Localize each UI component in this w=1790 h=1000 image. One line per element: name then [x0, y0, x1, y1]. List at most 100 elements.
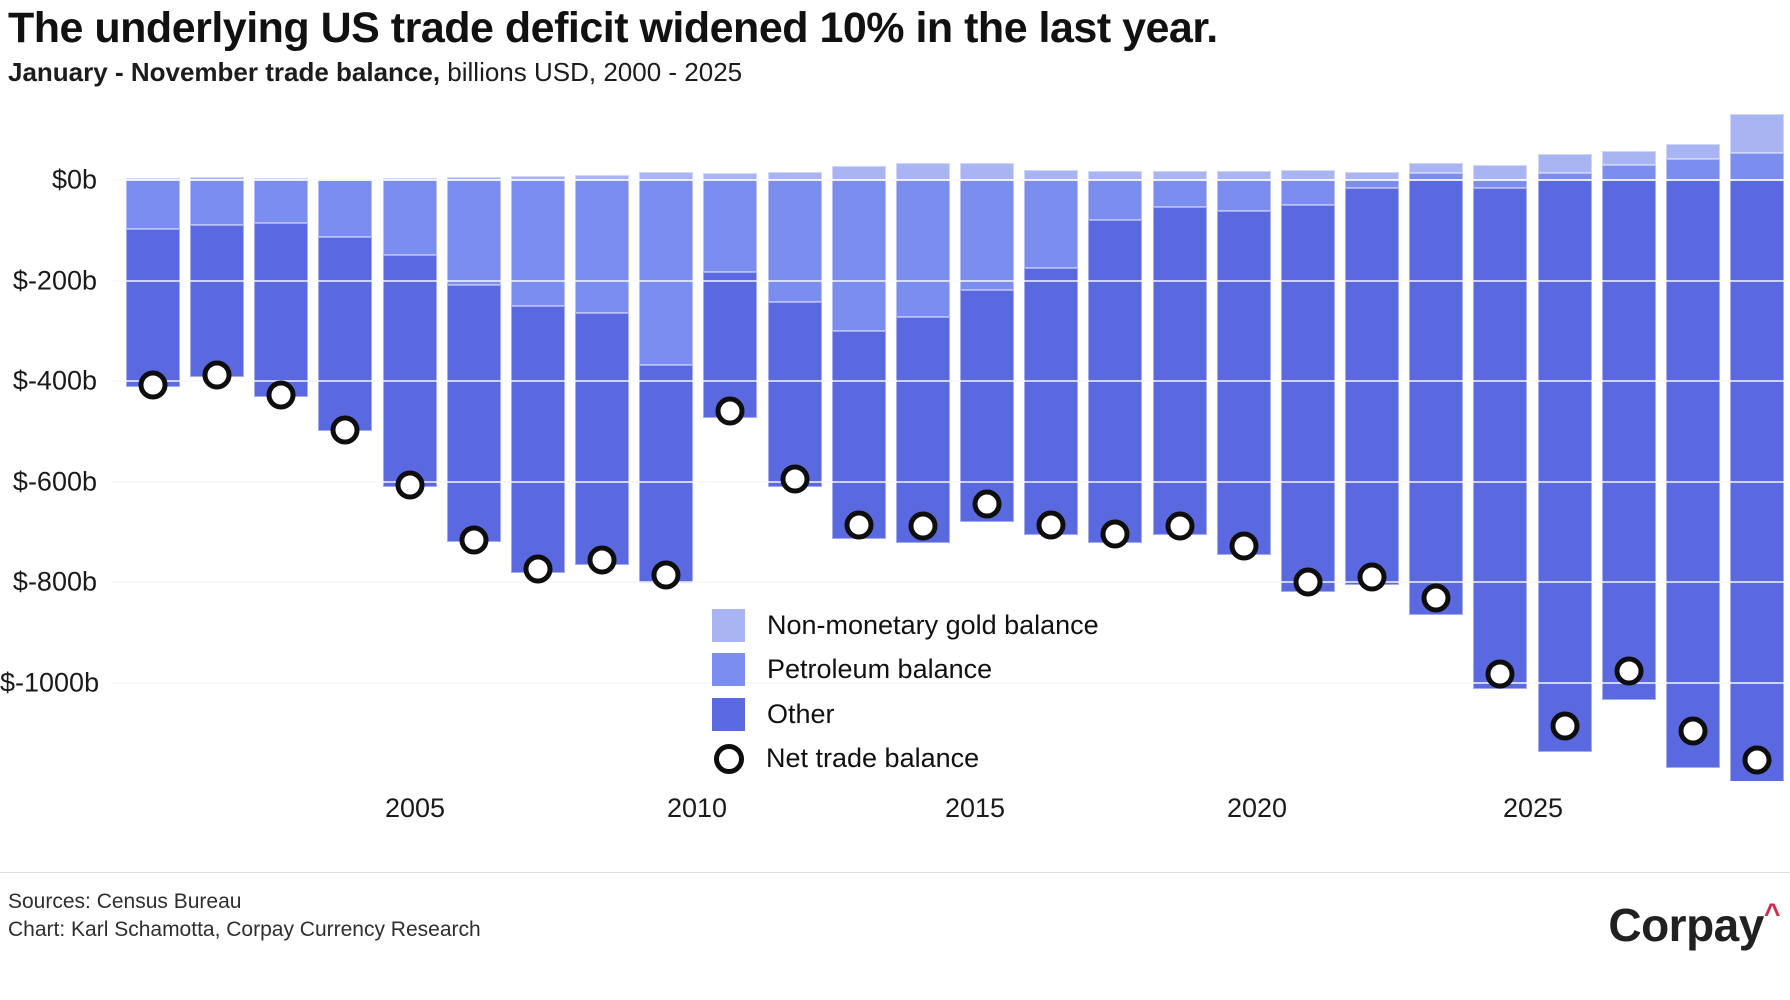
bar-segment-petroleum-2003	[318, 180, 373, 237]
bar-segment-petroleum-2004	[382, 180, 437, 255]
y-axis-label: $-400b	[12, 365, 97, 396]
legend-swatch-gold	[712, 608, 745, 642]
bar-segment-petroleum-2016	[1152, 180, 1207, 208]
legend-row: Petroleum balance	[712, 653, 992, 687]
legend-swatch-other	[712, 697, 745, 731]
bar-segment-petroleum-2013	[960, 180, 1015, 291]
bar-segment-gold-2011	[831, 165, 886, 180]
bar-segment-other-2018	[1280, 205, 1335, 592]
net-trade-balance-marker-2005	[459, 525, 489, 555]
bar-segment-other-2003	[318, 236, 373, 431]
plot-area: $0b $-200b $-400b $-600b $-800b $-1000b	[0, 114, 1788, 781]
bar-segment-other-2021	[1473, 187, 1528, 690]
bar-segment-gold-2025	[1730, 114, 1784, 154]
bar-segment-other-2022	[1537, 180, 1592, 753]
legend-label: Net trade balance	[766, 743, 980, 774]
y-axis-label: $-1000b	[0, 667, 100, 698]
corpay-logo-text: Corpay	[1608, 899, 1764, 951]
gridline-overlay	[112, 380, 1788, 383]
net-trade-balance-marker-2017	[1229, 531, 1259, 561]
y-axis-label: $-800b	[12, 566, 97, 597]
bar-segment-gold-2024	[1665, 143, 1720, 159]
net-trade-balance-marker-2007	[587, 545, 617, 575]
bar-segment-petroleum-2010	[767, 180, 822, 303]
bar-segment-other-2012	[895, 316, 950, 544]
gridline-overlay	[112, 682, 1788, 684]
bar-segment-other-2014	[1024, 268, 1079, 536]
chart-subtitle-rest: billions USD, 2000 - 2025	[440, 57, 743, 87]
bar-segment-gold-2023	[1601, 150, 1656, 165]
bar-segment-other-2000	[126, 229, 180, 388]
bar-segment-other-2019	[1345, 188, 1400, 585]
x-axis-label: 2015	[944, 793, 1006, 823]
net-trade-balance-marker-2001	[202, 360, 232, 390]
net-trade-balance-marker-2018	[1293, 567, 1323, 597]
y-axis-label: $-600b	[12, 466, 97, 497]
bar-segment-other-2013	[960, 290, 1015, 522]
gridline-overlay	[112, 581, 1788, 584]
net-trade-balance-marker-2019	[1357, 562, 1387, 592]
bar-segment-petroleum-2014	[1024, 180, 1079, 269]
bar-segment-petroleum-2008	[639, 180, 694, 366]
bar-segment-other-2017	[1216, 211, 1271, 556]
gridline-overlay	[112, 279, 1788, 282]
corpay-logo: Corpay^	[1608, 898, 1780, 952]
x-axis-label: 2010	[666, 793, 728, 823]
net-trade-balance-marker-2024	[1678, 716, 1708, 746]
bar-segment-petroleum-2009	[703, 180, 758, 273]
net-trade-balance-marker-2022	[1550, 711, 1580, 741]
bar-segment-petroleum-2024	[1665, 158, 1720, 180]
legend-label: Other	[767, 698, 835, 729]
legend-row: Other	[712, 697, 835, 731]
bar-segment-petroleum-2019	[1345, 180, 1400, 189]
bar-segment-petroleum-2001	[190, 180, 245, 225]
bar-segment-petroleum-2023	[1601, 164, 1656, 180]
chart-subtitle-bold: January - November trade balance,	[8, 57, 441, 87]
bar-segment-petroleum-2021	[1473, 180, 1528, 188]
bar-segment-other-2016	[1152, 207, 1207, 536]
footer-divider	[0, 872, 1790, 873]
net-trade-balance-marker-2016	[1165, 511, 1195, 541]
net-trade-balance-marker-2008	[651, 560, 681, 590]
bar-segment-other-2001	[190, 224, 245, 378]
x-axis-label: 2020	[1226, 793, 1288, 823]
bar-segment-other-2005	[446, 285, 501, 543]
bar-segment-other-2008	[639, 365, 694, 583]
bar-segment-gold-2022	[1537, 153, 1592, 173]
net-trade-balance-marker-2002	[266, 380, 296, 410]
net-trade-balance-marker-2009	[715, 396, 745, 426]
net-trade-balance-marker-2004	[395, 470, 425, 500]
bar-segment-other-2011	[831, 330, 886, 539]
bar-segment-petroleum-2017	[1216, 180, 1271, 212]
bar-segment-gold-2020	[1409, 162, 1464, 173]
net-trade-balance-marker-2011	[844, 510, 874, 540]
bar-segment-other-2006	[510, 305, 565, 573]
bar-segment-other-2010	[767, 302, 822, 487]
bar-segment-other-2020	[1409, 180, 1464, 616]
bar-segment-other-2002	[254, 222, 309, 397]
net-trade-balance-marker-2012	[908, 511, 938, 541]
source-line: Sources: Census Bureau	[8, 890, 242, 913]
bar-segment-gold-2012	[895, 162, 950, 180]
net-trade-balance-marker-2025	[1742, 745, 1772, 775]
net-trade-balance-marker-2021	[1485, 659, 1515, 689]
gridline-overlay	[112, 480, 1788, 483]
bar-segment-petroleum-2007	[575, 180, 630, 313]
bar-segment-petroleum-2006	[510, 180, 565, 306]
net-trade-balance-marker-2020	[1421, 583, 1451, 613]
legend-label: Non-monetary gold balance	[767, 609, 1099, 640]
legend-swatch-petroleum	[712, 653, 745, 687]
bar-segment-gold-2013	[960, 162, 1015, 180]
bar-segment-petroleum-2005	[446, 180, 501, 286]
credit-line: Chart: Karl Schamotta, Corpay Currency R…	[8, 918, 481, 941]
legend-net-trade-balance-icon	[714, 743, 744, 774]
bar-segment-petroleum-2015	[1088, 180, 1143, 221]
x-axis-label: 2005	[384, 793, 446, 823]
net-trade-balance-marker-2014	[1036, 510, 1066, 540]
bar-segment-petroleum-2002	[254, 180, 309, 223]
bar-segment-other-2004	[382, 254, 437, 487]
legend-row: Net trade balance	[712, 742, 979, 776]
gridline-overlay	[112, 179, 1788, 181]
bar-segment-other-2023	[1601, 180, 1656, 701]
